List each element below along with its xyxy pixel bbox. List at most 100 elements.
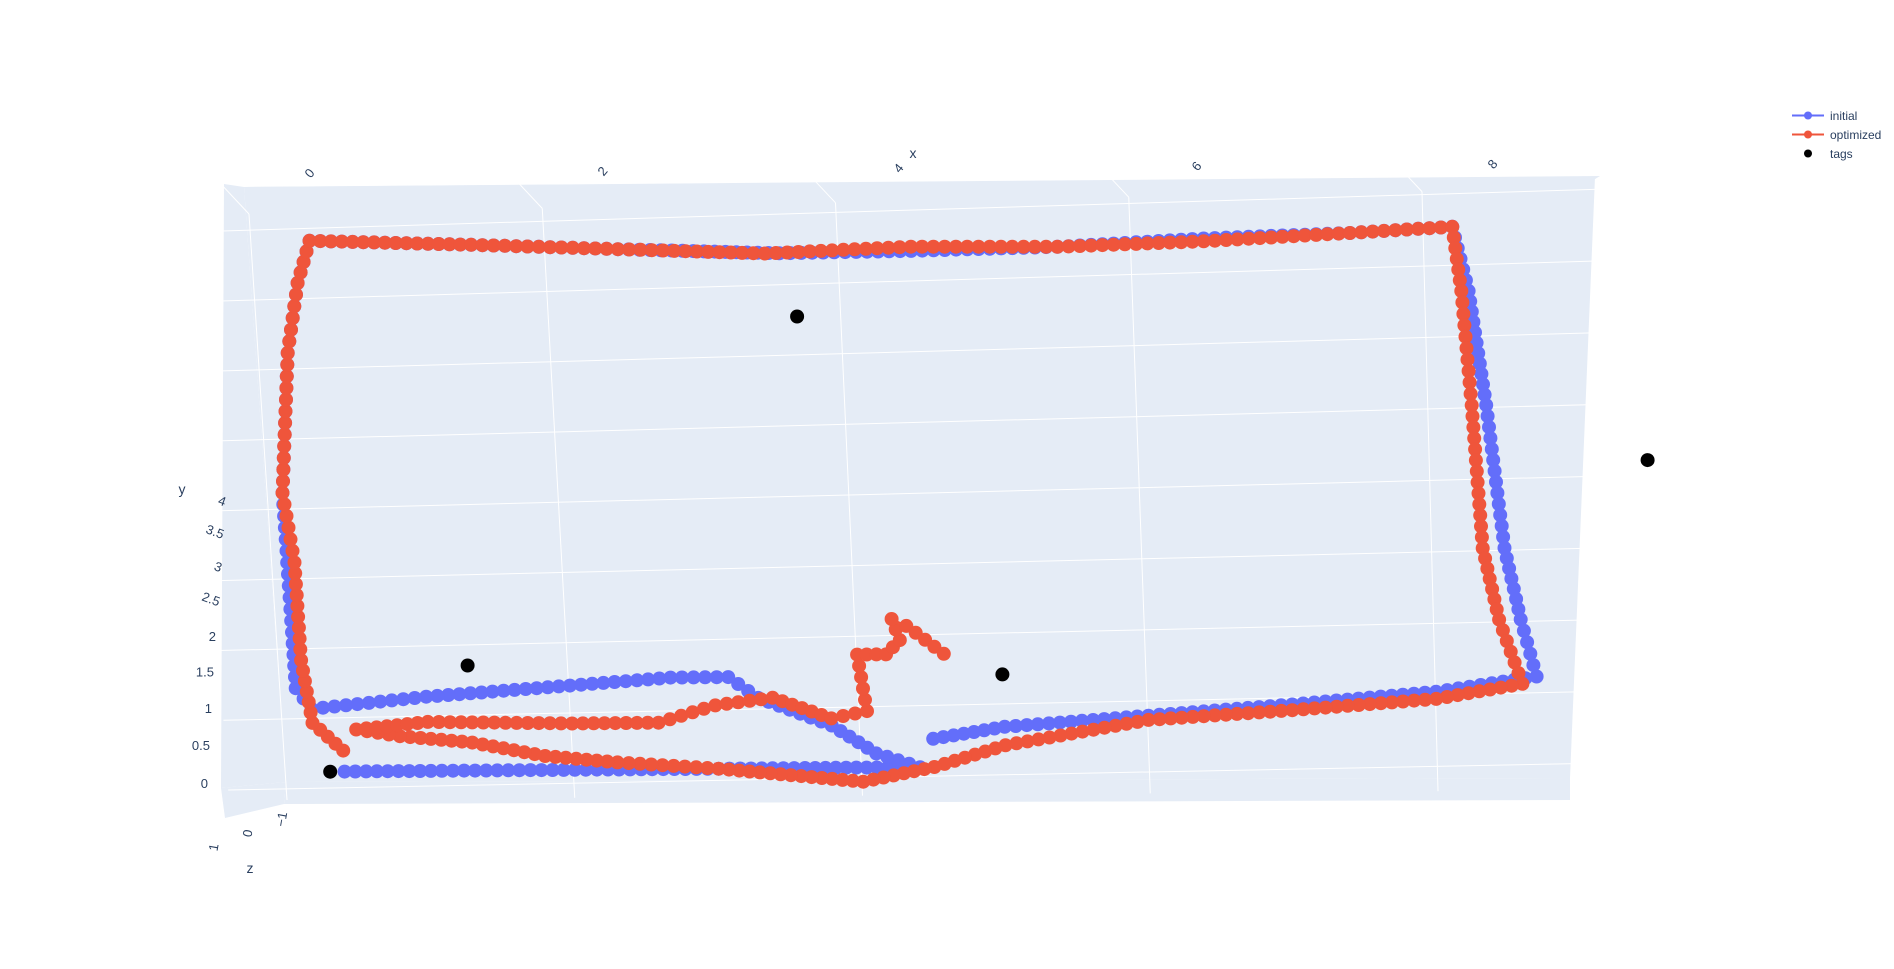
point-optimized (403, 730, 418, 745)
point-optimized (1433, 220, 1448, 235)
point-optimized (498, 715, 513, 730)
point-optimized (655, 758, 670, 773)
point-optimized (291, 620, 306, 635)
point-optimized (334, 234, 349, 249)
point-optimized (1318, 700, 1333, 715)
point-optimized (859, 647, 874, 662)
point-optimized (845, 773, 860, 788)
point-initial (337, 764, 352, 779)
point-optimized (277, 427, 292, 442)
point-optimized (689, 244, 704, 259)
point-initial (518, 682, 533, 696)
point-initial (1480, 409, 1495, 424)
point-initial (1052, 715, 1067, 730)
legend-swatch-tags (1804, 149, 1812, 158)
point-optimized (565, 716, 580, 731)
point-optimized (1050, 239, 1065, 254)
point-optimized (542, 716, 557, 731)
legend-item-initial[interactable]: initial (1790, 106, 1881, 125)
point-initial (1526, 658, 1541, 673)
point-optimized (475, 737, 490, 752)
point-optimized (1461, 364, 1476, 378)
y-gridline (213, 545, 1693, 582)
point-optimized (1084, 238, 1099, 253)
point-optimized (847, 242, 862, 257)
point-optimized (982, 239, 997, 254)
point-initial (434, 763, 449, 778)
point-optimized (854, 670, 869, 685)
point-optimized (731, 695, 746, 710)
point-optimized (301, 695, 316, 709)
point-optimized (281, 520, 296, 535)
y-tick-label: 0 (201, 776, 208, 791)
point-optimized (1458, 329, 1473, 344)
point-initial (490, 763, 505, 778)
point-optimized (1196, 234, 1211, 249)
point-optimized (410, 236, 425, 251)
point-tags (790, 309, 805, 324)
point-optimized (825, 771, 840, 786)
point-optimized (1185, 234, 1200, 249)
point-initial (359, 764, 374, 779)
point-initial (551, 679, 566, 694)
point-optimized (1285, 703, 1300, 718)
point-optimized (1467, 431, 1482, 446)
floor-panel-front (284, 778, 1570, 804)
point-optimized (285, 311, 300, 325)
point-initial (1477, 387, 1492, 402)
point-optimized (1129, 236, 1144, 251)
y-axis-title: y (179, 481, 186, 497)
legend-label-initial: initial (1830, 108, 1858, 123)
point-optimized (1470, 475, 1485, 490)
point-optimized (1493, 680, 1508, 695)
point-optimized (1039, 239, 1054, 254)
point-optimized (937, 239, 952, 254)
point-optimized (1027, 239, 1042, 254)
point-optimized (413, 731, 428, 745)
point-optimized (1515, 676, 1530, 691)
point-optimized (356, 235, 371, 250)
point-optimized (1309, 227, 1324, 242)
point-optimized (719, 696, 734, 711)
point-optimized (1331, 226, 1346, 241)
point-initial (1030, 717, 1045, 732)
point-initial (686, 670, 701, 685)
z-axis-title: z (247, 860, 254, 876)
point-initial (316, 700, 330, 715)
point-initial (361, 695, 376, 710)
point-optimized (1455, 295, 1470, 310)
point-optimized (696, 701, 711, 716)
point-initial (663, 670, 678, 685)
point-optimized (296, 254, 311, 269)
point-optimized (1373, 696, 1388, 711)
series-optimized (275, 219, 1530, 789)
point-optimized (870, 241, 885, 256)
legend-item-optimized[interactable]: optimized (1790, 125, 1881, 144)
point-optimized (1429, 691, 1444, 706)
point-initial (441, 688, 456, 702)
legend-item-tags[interactable]: tags (1790, 144, 1881, 163)
point-optimized (558, 750, 573, 765)
point-optimized (881, 240, 896, 255)
point-optimized (517, 745, 532, 760)
point-optimized (783, 768, 798, 783)
point-optimized (1072, 239, 1087, 253)
point-optimized (367, 235, 382, 250)
point-optimized (285, 543, 300, 558)
point-optimized (369, 720, 384, 735)
point-optimized (836, 242, 851, 257)
point-optimized (1459, 341, 1474, 356)
point-initial (607, 675, 622, 689)
point-initial (529, 681, 544, 696)
point-optimized (390, 718, 405, 733)
point-initial (413, 764, 428, 778)
point-optimized (1468, 453, 1483, 468)
point-optimized (299, 244, 314, 259)
point-initial (1489, 475, 1503, 489)
point-initial (339, 698, 353, 713)
point-optimized (531, 239, 546, 254)
point-initial (380, 764, 395, 779)
point-optimized (1474, 530, 1489, 545)
point-optimized (597, 716, 612, 731)
